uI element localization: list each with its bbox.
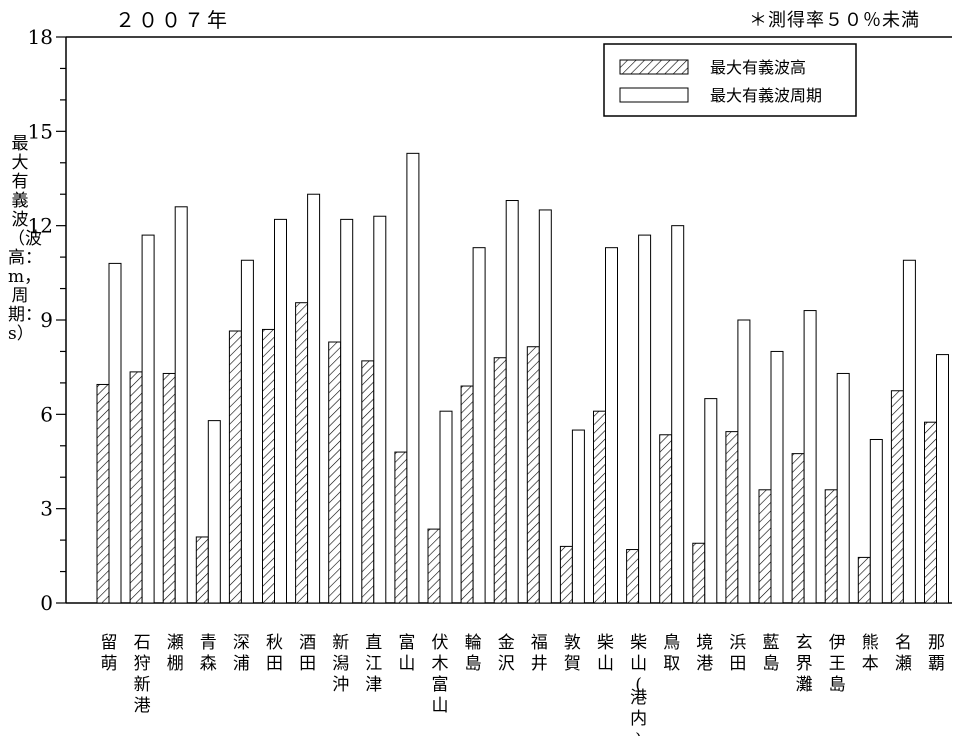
year-label: ２００７年 <box>115 8 230 32</box>
x-tick-label: 青森 <box>200 633 217 674</box>
y-tick-label: 12 <box>28 214 53 238</box>
x-tick-label: 金沢 <box>498 633 515 674</box>
bar-wave-height <box>692 542 706 604</box>
x-tick-label: 留萌 <box>101 633 118 674</box>
y-tick-label: 0 <box>40 591 53 615</box>
bar-wave-height <box>228 330 242 604</box>
x-tick-label: 浜田 <box>729 633 746 674</box>
measurement-note: ＊測得率５０％未満 <box>749 10 920 31</box>
x-tick-label: 富山 <box>398 633 415 674</box>
bar-wave-period <box>340 218 354 604</box>
x-tick-label: 那覇 <box>928 633 945 674</box>
bar-wave-period <box>836 372 850 604</box>
bar-wave-period <box>538 209 552 604</box>
bar-wave-period <box>671 225 685 604</box>
bar-wave-period <box>406 152 420 604</box>
bar-wave-period <box>240 259 254 604</box>
x-tick-label: 柴山(港内) <box>630 633 647 736</box>
bar-wave-period <box>936 354 949 604</box>
legend-swatch-height <box>619 59 689 75</box>
bar-wave-height <box>791 453 805 604</box>
x-tick-label: 伊王島 <box>829 633 846 695</box>
legend-label-height: 最大有義波高 <box>710 58 806 77</box>
bar-wave-height <box>559 545 573 604</box>
x-tick-label: 酒田 <box>299 633 316 674</box>
bar-wave-height <box>526 346 540 604</box>
bar-wave-height <box>96 383 110 604</box>
x-tick-label: 輪島 <box>465 633 482 674</box>
y-tick-label: 15 <box>28 119 53 143</box>
bar-wave-period <box>141 234 155 604</box>
bar-wave-height <box>295 302 309 604</box>
bar-wave-period <box>472 247 486 604</box>
x-tick-label: 藍島 <box>763 633 780 674</box>
bar-wave-height <box>361 360 375 604</box>
x-tick-label: 新潟沖 <box>332 633 349 695</box>
bar-wave-period <box>869 438 883 604</box>
legend-box <box>603 43 857 117</box>
bar-wave-height <box>162 372 176 604</box>
x-tick-label: 瀬棚 <box>167 633 184 674</box>
bar-wave-period <box>638 234 652 604</box>
bar-wave-period <box>108 262 122 604</box>
bar-wave-height <box>924 421 937 604</box>
bar-wave-period <box>439 410 453 604</box>
bar-wave-period <box>704 398 718 604</box>
bar-wave-height <box>460 385 474 604</box>
x-tick-label: 鳥取 <box>663 633 680 674</box>
bar-wave-height <box>493 357 507 604</box>
x-tick-label: 伏木富山 <box>432 633 449 716</box>
bar-wave-height <box>328 341 342 604</box>
y-tick-label: 3 <box>40 497 53 521</box>
bar-wave-period <box>307 193 321 604</box>
bar-wave-height <box>593 410 606 604</box>
y-tick-label: 18 <box>28 25 53 49</box>
bar-wave-height <box>129 371 143 604</box>
bar-wave-height <box>394 451 408 604</box>
bar-wave-period <box>737 319 751 604</box>
bar-wave-period <box>902 259 916 604</box>
bar-wave-period <box>605 247 618 604</box>
bar-wave-period <box>505 200 519 604</box>
bar-wave-period <box>571 429 585 604</box>
bar-wave-height <box>857 556 871 604</box>
bar-wave-period <box>373 215 387 604</box>
x-tick-label: 秋田 <box>266 633 283 674</box>
bar-wave-period <box>274 218 287 604</box>
bar-wave-height <box>824 489 838 604</box>
x-tick-label: 敦賀 <box>564 633 581 674</box>
bar-wave-height <box>659 434 673 604</box>
bar-wave-height <box>758 489 772 604</box>
bar-wave-height <box>626 549 640 604</box>
x-tick-label: 境港 <box>696 633 713 674</box>
x-tick-label: 福井 <box>531 633 548 674</box>
bar-wave-height <box>725 431 739 604</box>
bar-wave-period <box>207 420 221 604</box>
bar-wave-height <box>195 536 209 604</box>
x-tick-label: 熊本 <box>862 633 879 674</box>
bar-wave-height <box>262 328 275 604</box>
x-tick-label: 名瀬 <box>895 633 912 674</box>
bar-wave-period <box>174 206 188 604</box>
bar-wave-height <box>427 528 441 604</box>
x-tick-label: 深浦 <box>233 633 250 674</box>
legend-label-period: 最大有義波周期 <box>710 86 822 105</box>
bar-wave-period <box>803 310 817 604</box>
x-tick-label: 石狩新港 <box>134 633 151 716</box>
legend-swatch-period <box>619 87 689 103</box>
bar-wave-height <box>890 390 904 604</box>
x-tick-label: 柴山 <box>597 633 614 674</box>
x-tick-label: 直江津 <box>365 633 382 695</box>
bar-wave-period <box>770 350 784 604</box>
x-tick-label: 玄界灘 <box>796 633 813 695</box>
y-tick-label: 6 <box>40 402 53 426</box>
y-tick-label: 9 <box>40 308 53 332</box>
